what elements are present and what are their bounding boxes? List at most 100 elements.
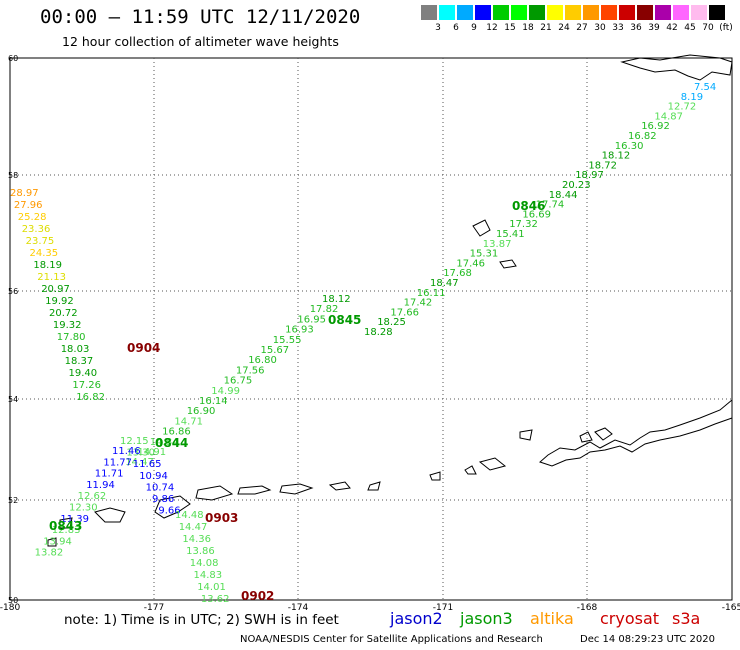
lon-label: -180 [0,603,20,613]
swh-value: 16.80 [248,355,277,366]
swh-value: 12.72 [668,102,697,113]
swh-value: 13.82 [35,548,64,559]
pass-0846: 7.548.1912.7214.8716.9216.8216.3018.1218… [364,82,716,338]
swh-value: 27.96 [14,200,43,211]
scale-swatch [709,5,725,20]
scale-swatch [457,5,473,20]
swh-value: 12.83 [52,525,81,536]
swh-value: 17.56 [236,365,265,376]
alaska-peninsula-coast [539,399,733,467]
swh-value: 16.14 [199,396,228,407]
swh-value: 12.30 [69,503,98,514]
swh-value: 16.92 [641,121,670,132]
pass-0902: 0902 [241,589,274,603]
scale-swatch [565,5,581,20]
swh-value: 13.62 [201,594,230,605]
map-subtitle: 12 hour collection of altimeter wave hei… [62,34,339,49]
swh-value: 18.25 [377,317,406,328]
scale-label: 21 [540,23,552,33]
swh-value: 14.91 [138,447,167,458]
swh-value: 16.75 [224,376,253,387]
scale-label: 15 [504,23,516,33]
swh-value: 16.82 [76,392,105,403]
swh-value: 18.97 [575,170,604,181]
scale-label: 27 [576,23,588,33]
scale-swatch [547,5,563,20]
axis-labels: 60 58 56 54 52 50-180 -177 -174 -171 -168 -165 [0,54,740,613]
scale-label: 9 [471,23,477,33]
lat-label: 56 [8,287,18,296]
swh-value: 14.47 [179,522,208,533]
map-title: 00:00 – 11:59 UTC 12/11/2020 [40,6,361,28]
swh-value: 21.13 [37,272,66,283]
scale-label: 39 [648,23,660,33]
swh-value: 19.92 [45,296,74,307]
alaska-coast-upper [620,54,733,81]
swh-value: 12.62 [78,491,107,502]
swh-value: 20.97 [41,284,70,295]
swh-value: 15.41 [496,229,525,240]
swh-value: 16.69 [522,209,551,220]
scale-swatch [583,5,599,20]
scale-swatch [529,5,545,20]
lat-label: 52 [8,496,18,505]
swh-value: 16.30 [615,141,644,152]
swh-value: 14.47 [125,457,154,468]
swh-value: 16.93 [285,325,314,336]
footer-note: note: 1) Time is in UTC; 2) SWH is in fe… [64,612,339,628]
pass-0845: 18.1217.8216.9516.9315.5515.6716.8017.56… [125,294,361,468]
rat-islands-a [237,485,272,495]
scale-swatch [673,5,689,20]
scale-label: 3 [435,23,441,33]
pass-time-label: 0846 [512,199,545,213]
swh-value: 10.94 [139,471,168,482]
scale-label: 6 [453,23,459,33]
swh-value: 23.75 [26,236,55,247]
island-d [464,465,477,475]
scale-swatch [691,5,707,20]
st-paul-st-george [472,219,491,237]
lon-label: -165 [722,603,740,613]
swh-value: 16.11 [417,288,446,299]
scale-label: 36 [630,23,642,33]
swh-value: 18.12 [322,294,351,305]
scale-label: 12 [486,23,498,33]
island-f [59,517,73,529]
swh-value: 11.46 [112,446,141,457]
swh-value: 14.84 [150,437,179,448]
swh-value: 7.54 [694,82,716,93]
scale-label: 18 [522,23,534,33]
swh-value: 18.47 [430,278,459,289]
andreanof-b [328,481,351,491]
scale-swatch [601,5,617,20]
satellite-altika: altika [530,609,574,628]
lat-label: 60 [8,54,18,63]
scale-label: (ft) [719,23,733,33]
swh-value: 15.31 [470,249,499,260]
satellite-jason2: jason2 [390,609,443,628]
swh-value: 15.55 [273,335,302,346]
scale-label: 42 [666,23,678,33]
island-g [47,537,57,547]
swh-value: 14.99 [211,386,240,397]
scale-swatch [655,5,671,20]
pass-0843: 11.4611.7711.7111.9412.6212.3011.3912.83… [35,446,141,559]
swh-value: 14.01 [197,582,226,593]
swh-value: 17.66 [390,307,419,318]
lon-label: -171 [433,603,453,613]
scale-label: 30 [594,23,606,33]
lat-label: 50 [8,596,18,605]
scale-label: 24 [558,23,570,33]
swh-value: 14.71 [174,416,203,427]
swh-value: 18.72 [588,160,617,171]
swh-value: 16.82 [628,131,657,142]
swh-value: 8.19 [681,92,703,103]
swh-value: 12.15 [120,436,149,447]
swh-value: 14.36 [182,534,211,545]
lat-lon-grid [10,58,732,600]
swh-value: 16.95 [297,314,326,325]
near-island-a [154,495,191,519]
coastline-outlines [47,54,733,547]
credit-line: NOAA/NESDIS Center for Satellite Applica… [240,634,543,645]
